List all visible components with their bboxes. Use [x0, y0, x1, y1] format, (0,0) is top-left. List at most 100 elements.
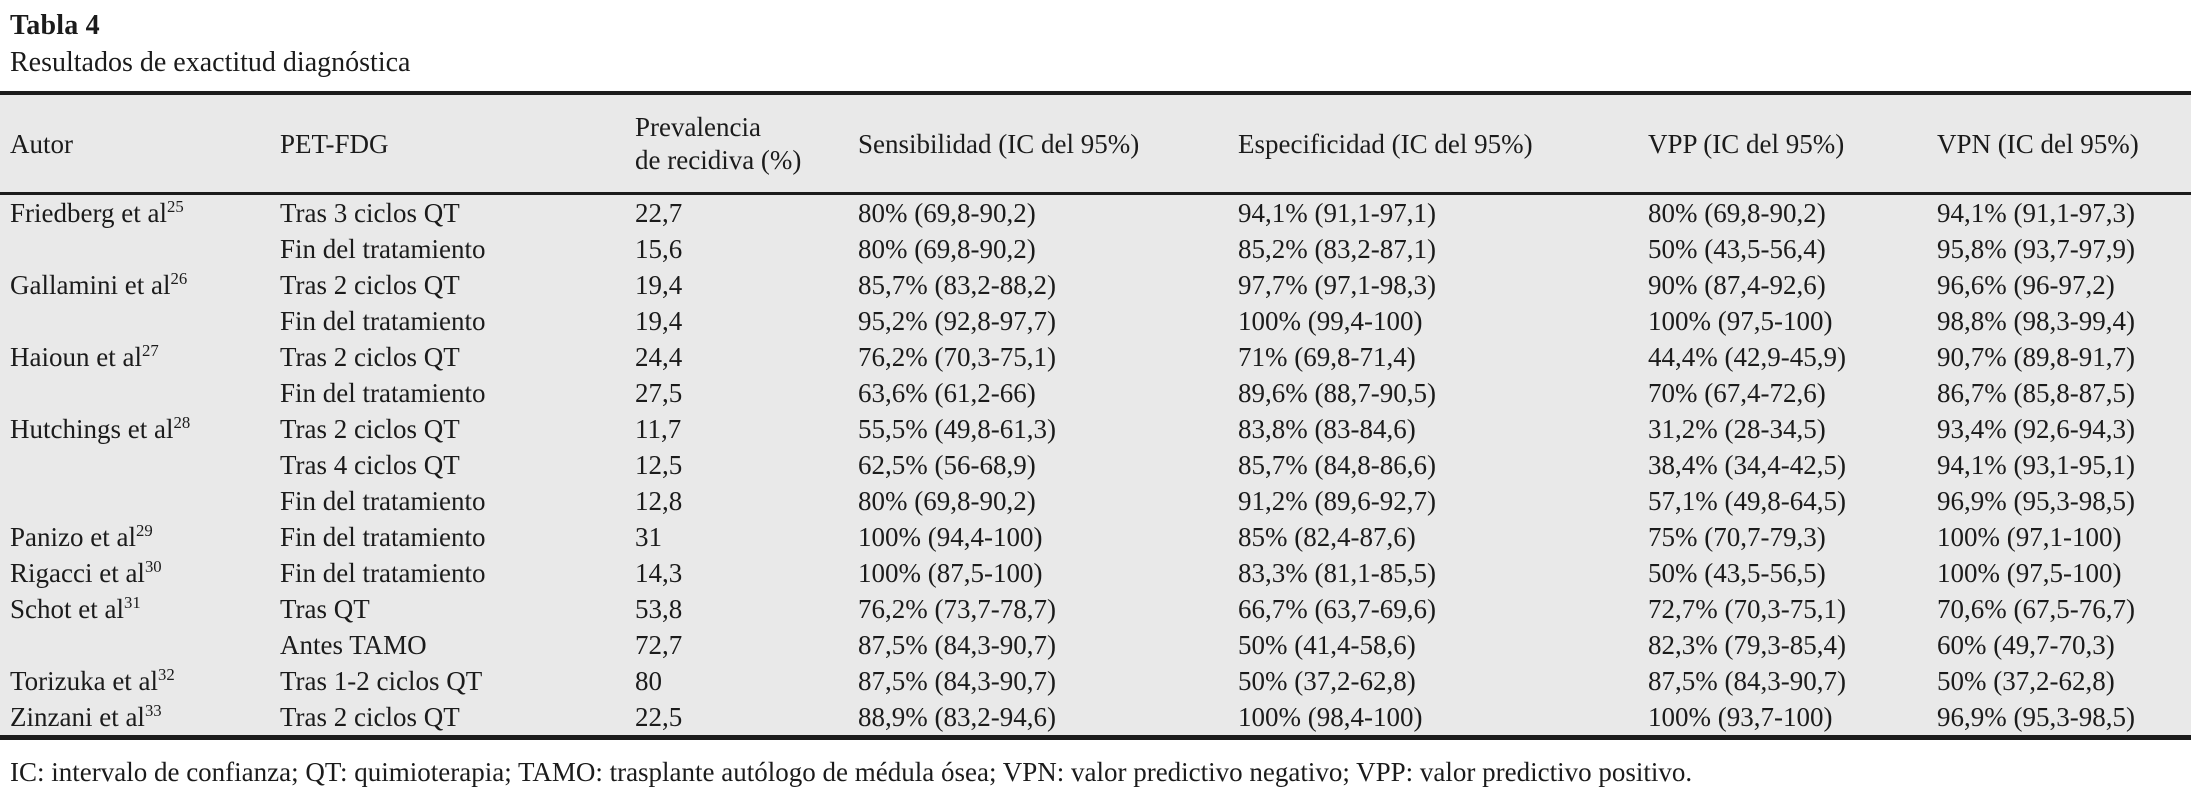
cell-vpn: 96,9% (95,3-98,5) [1937, 702, 2135, 733]
table-header-row: Autor PET-FDG Prevalencia de recidiva (%… [0, 93, 2191, 196]
reference-superscript: 29 [135, 521, 153, 541]
cell-autor: Torizuka et al32 [10, 665, 175, 697]
column-header-sensibilidad: Sensibilidad (IC del 95%) [858, 93, 1238, 196]
cell-vpn: 95,8% (93,7-97,9) [1937, 234, 2135, 265]
cell-autor [0, 303, 280, 339]
cell-sens: 76,2% (70,3-75,1) [858, 342, 1056, 373]
column-header-label: VPP (IC del 95%) [1648, 128, 1845, 159]
cell-espec: 97,7% (97,1-98,3) [1238, 270, 1436, 301]
cell-autor [0, 627, 280, 663]
cell-prevalencia: 22,5 [635, 702, 683, 733]
cell-pet: Fin del tratamiento [280, 306, 486, 337]
table-row: Haioun et al27 Tras 2 ciclos QT 24,4 76,2% … [0, 339, 2191, 375]
table-row: Fin del tratamiento 27,5 63,6% (61,2-66) 89… [0, 375, 2191, 411]
cell-autor: Gallamini et al26 [10, 269, 188, 301]
cell-vpn: 93,4% (92,6-94,3) [1937, 414, 2135, 445]
reference-superscript: 32 [158, 665, 175, 685]
cell-vpp: 57,1% (49,8-64,5) [1648, 486, 1846, 517]
table-header: Autor PET-FDG Prevalencia de recidiva (%… [0, 93, 2191, 196]
column-header-autor: Autor [0, 93, 280, 196]
cell-sens: 87,5% (84,3-90,7) [858, 666, 1056, 697]
cell-vpn: 96,9% (95,3-98,5) [1937, 486, 2135, 517]
cell-sens: 55,5% (49,8-61,3) [858, 414, 1056, 445]
cell-prevalencia: 24,4 [635, 342, 683, 373]
cell-espec: 71% (69,8-71,4) [1238, 342, 1416, 373]
cell-vpp: 50% (43,5-56,5) [1648, 558, 1826, 589]
cell-espec: 85,2% (83,2-87,1) [1238, 234, 1436, 265]
cell-sens: 95,2% (92,8-97,7) [858, 306, 1056, 337]
cell-vpn: 60% (49,7-70,3) [1937, 630, 2115, 661]
cell-pet: Fin del tratamiento [280, 486, 486, 517]
table-row: Schot et al31 Tras QT 53,8 76,2% (73,7-78,7… [0, 591, 2191, 627]
reference-superscript: 33 [144, 701, 162, 721]
column-header-prevalencia: Prevalencia de recidiva (%) [635, 93, 858, 196]
cell-vpp: 87,5% (84,3-90,7) [1648, 666, 1846, 697]
cell-vpp: 70% (67,4-72,6) [1648, 378, 1826, 409]
cell-pet: Tras 1-2 ciclos QT [280, 666, 483, 697]
cell-espec: 50% (41,4-58,6) [1238, 630, 1416, 661]
table-caption-number: Tabla 4 [10, 10, 100, 41]
table-row: Fin del tratamiento 12,8 80% (69,8-90,2) 91… [0, 483, 2191, 519]
cell-vpn: 94,1% (91,1-97,3) [1937, 198, 2135, 229]
cell-prevalencia: 22,7 [635, 198, 683, 229]
reference-superscript: 28 [173, 413, 191, 433]
column-header-label: Sensibilidad (IC del 95%) [858, 128, 1140, 159]
cell-autor: Panizo et al29 [10, 521, 153, 553]
cell-prevalencia: 14,3 [635, 558, 683, 589]
cell-vpp: 75% (70,7-79,3) [1648, 522, 1826, 553]
cell-pet: Fin del tratamiento [280, 234, 486, 265]
cell-pet: Antes TAMO [280, 630, 427, 661]
cell-vpn: 70,6% (67,5-76,7) [1937, 594, 2135, 625]
cell-prevalencia: 80 [635, 666, 662, 697]
cell-espec: 85% (82,4-87,6) [1238, 522, 1416, 553]
cell-espec: 100% (99,4-100) [1238, 306, 1423, 337]
cell-vpp: 100% (93,7-100) [1648, 702, 1833, 733]
column-header-label: Especificidad (IC del 95%) [1238, 128, 1533, 159]
cell-prevalencia: 31 [635, 522, 662, 553]
cell-vpn: 90,7% (89,8-91,7) [1937, 342, 2135, 373]
table-row: Gallamini et al26 Tras 2 ciclos QT 19,4 85,… [0, 267, 2191, 303]
cell-autor [0, 231, 280, 267]
column-header-label: VPN (IC del 95%) [1937, 128, 2139, 159]
cell-vpp: 44,4% (42,9-45,9) [1648, 342, 1846, 373]
cell-espec: 100% (98,4-100) [1238, 702, 1423, 733]
cell-vpp: 31,2% (28-34,5) [1648, 414, 1826, 445]
cell-autor: Hutchings et al28 [10, 413, 191, 445]
column-header-label: Autor [10, 128, 73, 159]
reference-superscript: 26 [170, 269, 188, 289]
cell-prevalencia: 12,8 [635, 486, 683, 517]
cell-autor [0, 483, 280, 519]
cell-sens: 80% (69,8-90,2) [858, 486, 1036, 517]
cell-pet: Fin del tratamiento [280, 558, 486, 589]
column-header-especificidad: Especificidad (IC del 95%) [1238, 93, 1648, 196]
cell-autor: Friedberg et al25 [10, 197, 184, 229]
cell-sens: 80% (69,8-90,2) [858, 198, 1036, 229]
cell-sens: 80% (69,8-90,2) [858, 234, 1036, 265]
cell-vpn: 98,8% (98,3-99,4) [1937, 306, 2135, 337]
column-header-label: Prevalencia [635, 112, 761, 143]
cell-vpn: 50% (37,2-62,8) [1937, 666, 2115, 697]
cell-sens: 100% (87,5-100) [858, 558, 1043, 589]
column-header-label-line2: de recidiva (%) [635, 144, 802, 175]
column-header-pet-fdg: PET-FDG [280, 93, 635, 196]
cell-pet: Tras 3 ciclos QT [280, 198, 460, 229]
cell-pet: Fin del tratamiento [280, 378, 486, 409]
reference-superscript: 25 [166, 197, 184, 217]
cell-pet: Tras QT [280, 594, 370, 625]
cell-prevalencia: 72,7 [635, 630, 683, 661]
cell-autor: Rigacci et al30 [10, 557, 162, 589]
cell-prevalencia: 15,6 [635, 234, 683, 265]
cell-vpn: 100% (97,1-100) [1937, 522, 2122, 553]
cell-vpp: 80% (69,8-90,2) [1648, 198, 1826, 229]
table-row: Antes TAMO 72,7 87,5% (84,3-90,7) 50% (41,4… [0, 627, 2191, 663]
cell-vpn: 94,1% (93,1-95,1) [1937, 450, 2135, 481]
cell-sens: 100% (94,4-100) [858, 522, 1043, 553]
cell-sens: 63,6% (61,2-66) [858, 378, 1036, 409]
cell-vpp: 90% (87,4-92,6) [1648, 270, 1826, 301]
cell-sens: 85,7% (83,2-88,2) [858, 270, 1056, 301]
reference-superscript: 31 [123, 593, 141, 613]
cell-prevalencia: 12,5 [635, 450, 683, 481]
table-row: Panizo et al29 Fin del tratamiento 31 100% … [0, 519, 2191, 555]
table-row: Torizuka et al32 Tras 1-2 ciclos QT 80 87,5… [0, 663, 2191, 699]
table-row: Friedberg et al25 Tras 3 ciclos QT 22,7 80%… [0, 194, 2191, 232]
